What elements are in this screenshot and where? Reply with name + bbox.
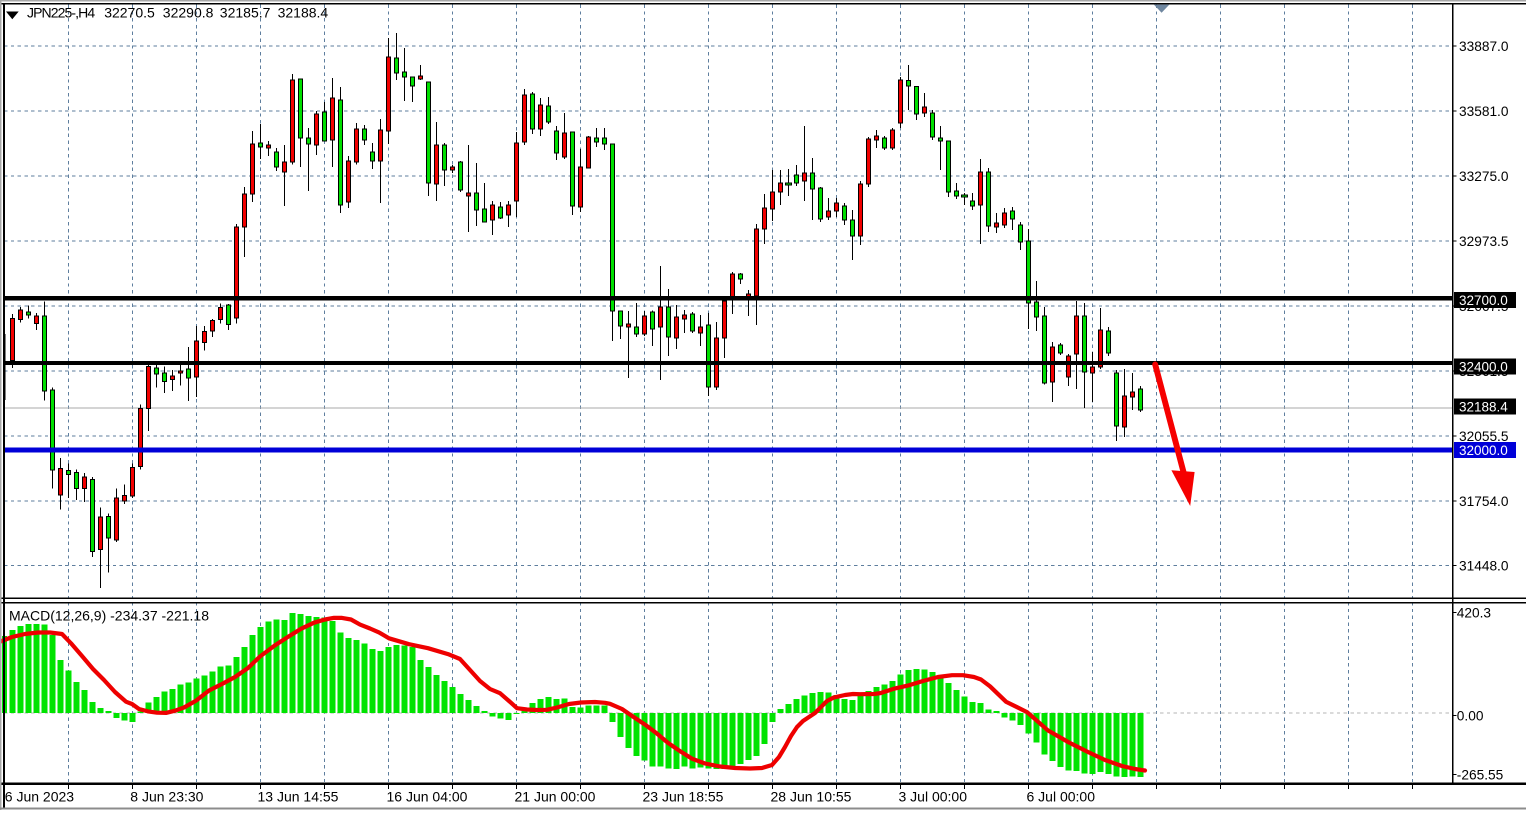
svg-text:23 Jun 18:55: 23 Jun 18:55: [643, 788, 724, 804]
svg-text:420.3: 420.3: [1457, 605, 1492, 620]
svg-text:33275.0: 33275.0: [1459, 169, 1509, 184]
svg-text:32000.0: 32000.0: [1459, 443, 1508, 458]
svg-text:8 Jun 23:30: 8 Jun 23:30: [130, 788, 203, 804]
svg-text:32700.0: 32700.0: [1459, 293, 1508, 308]
svg-text:31754.0: 31754.0: [1459, 494, 1509, 509]
svg-text:6 Jun 2023: 6 Jun 2023: [5, 788, 74, 804]
svg-text:32055.5: 32055.5: [1459, 429, 1509, 444]
svg-text:21 Jun 00:00: 21 Jun 00:00: [515, 788, 596, 804]
svg-text:32973.5: 32973.5: [1459, 234, 1509, 249]
svg-text:32290.8: 32290.8: [163, 4, 214, 20]
svg-text:32270.5: 32270.5: [104, 4, 155, 20]
svg-text:0.00: 0.00: [1457, 708, 1484, 723]
svg-text:6 Jul 00:00: 6 Jul 00:00: [1027, 788, 1096, 804]
svg-text:32188.4: 32188.4: [1459, 399, 1508, 414]
svg-text:28 Jun 10:55: 28 Jun 10:55: [771, 788, 852, 804]
svg-text:-265.55: -265.55: [1457, 767, 1504, 782]
svg-text:32400.0: 32400.0: [1459, 359, 1508, 374]
svg-text:MACD(12,26,9) -234.37 -221.18: MACD(12,26,9) -234.37 -221.18: [9, 607, 209, 623]
svg-text:33887.0: 33887.0: [1459, 39, 1509, 54]
svg-text:32188.4: 32188.4: [278, 4, 329, 20]
svg-text:32185.7: 32185.7: [220, 4, 271, 20]
svg-text:13 Jun 14:55: 13 Jun 14:55: [258, 788, 339, 804]
svg-text:31448.0: 31448.0: [1459, 558, 1509, 573]
svg-text:33581.0: 33581.0: [1459, 104, 1509, 119]
svg-text:16 Jun 04:00: 16 Jun 04:00: [387, 788, 468, 804]
svg-text:JPN225-,H4: JPN225-,H4: [27, 4, 95, 20]
svg-text:3 Jul 00:00: 3 Jul 00:00: [899, 788, 968, 804]
